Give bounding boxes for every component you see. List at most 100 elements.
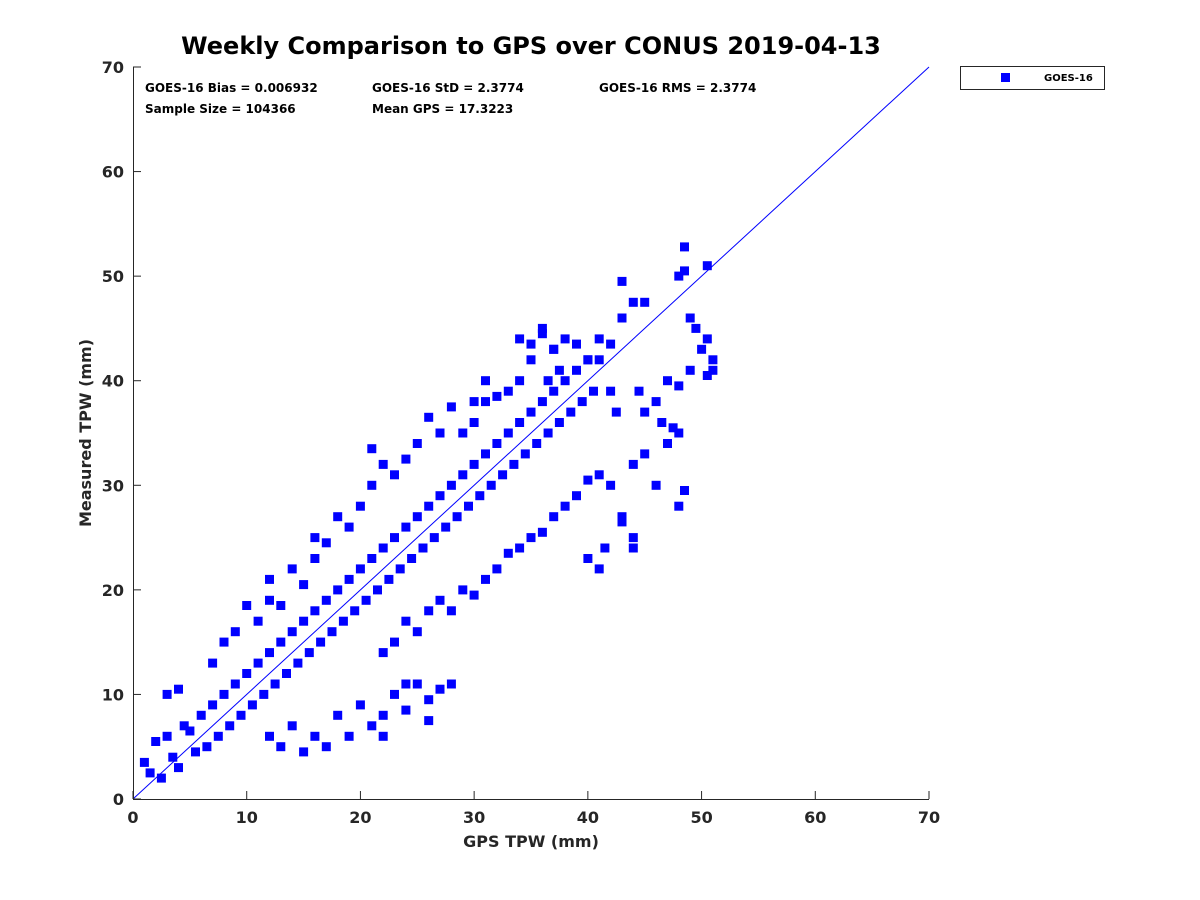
data-point: [401, 454, 411, 464]
data-point: [475, 491, 485, 501]
data-point: [247, 700, 257, 710]
data-point: [702, 371, 712, 380]
x-tick-label: 60: [804, 808, 826, 827]
data-point: [674, 428, 684, 438]
data-point: [299, 747, 309, 757]
data-point: [344, 574, 354, 584]
data-point: [492, 439, 502, 448]
data-point: [378, 710, 388, 720]
data-point: [515, 418, 525, 427]
data-point: [498, 470, 508, 480]
data-point: [401, 522, 411, 532]
data-point: [554, 418, 564, 427]
legend-marker-square-icon: [1001, 73, 1010, 82]
data-point: [378, 731, 388, 741]
data-point: [674, 501, 684, 511]
y-tick-label: 10: [102, 685, 124, 704]
data-point: [253, 616, 263, 626]
data-point: [503, 428, 513, 438]
data-point: [265, 648, 274, 658]
x-tick-label: 20: [349, 808, 371, 827]
data-point: [549, 344, 559, 354]
x-tick-label: 10: [236, 808, 258, 827]
data-point: [265, 731, 274, 741]
data-point: [606, 339, 616, 349]
data-point: [446, 402, 456, 412]
data-point: [606, 386, 616, 396]
data-point: [276, 637, 286, 647]
data-point: [458, 585, 468, 595]
data-point: [549, 512, 559, 522]
legend-label: GOES-16: [1044, 73, 1093, 84]
data-point: [594, 334, 604, 344]
data-point: [583, 355, 593, 365]
data-point: [600, 543, 610, 553]
data-point: [668, 423, 678, 433]
data-point: [390, 637, 399, 647]
data-point: [526, 533, 536, 543]
data-point: [384, 574, 394, 584]
data-point: [208, 658, 218, 668]
data-point: [145, 768, 155, 778]
data-point: [156, 773, 166, 783]
data-point: [583, 554, 593, 563]
data-point: [424, 695, 434, 705]
data-point: [162, 689, 172, 699]
data-point: [634, 386, 644, 396]
data-point: [446, 606, 456, 616]
stat-std: GOES-16 StD = 2.3774: [372, 81, 524, 95]
data-point: [225, 721, 235, 731]
data-point: [282, 669, 291, 678]
data-point: [333, 512, 343, 522]
x-tick-label: 30: [463, 808, 485, 827]
data-point: [572, 365, 581, 375]
data-point: [367, 444, 377, 454]
data-point: [458, 470, 468, 480]
data-point: [424, 412, 434, 422]
data-point: [469, 397, 479, 407]
data-point: [640, 407, 650, 417]
data-point: [674, 381, 684, 391]
data-point: [242, 601, 252, 610]
data-point: [395, 564, 405, 574]
data-point: [537, 329, 547, 339]
data-point: [464, 501, 473, 511]
data-point: [435, 491, 445, 501]
data-point: [310, 533, 320, 543]
data-point: [560, 501, 570, 511]
data-point: [299, 616, 309, 626]
stat-rms: GOES-16 RMS = 2.3774: [599, 81, 756, 95]
x-tick-label: 40: [577, 808, 599, 827]
data-point: [185, 726, 195, 736]
data-point: [560, 334, 570, 344]
x-tick-label: 0: [127, 808, 138, 827]
data-point: [458, 428, 468, 438]
data-point: [628, 297, 638, 307]
data-point: [139, 757, 149, 767]
data-point: [537, 527, 547, 537]
data-point: [355, 564, 365, 574]
data-point: [594, 355, 604, 365]
y-tick-label: 30: [102, 476, 124, 495]
data-point: [685, 365, 695, 375]
data-point: [515, 543, 525, 553]
data-point: [554, 365, 564, 375]
data-point: [412, 439, 422, 448]
data-point: [162, 731, 172, 741]
data-point: [515, 334, 525, 344]
y-ticks: 0 10 20 30 40 50 60 70: [102, 58, 141, 809]
data-point: [367, 721, 377, 731]
data-point: [702, 261, 712, 271]
data-point: [446, 679, 456, 689]
data-point: [594, 564, 604, 574]
data-point: [344, 731, 354, 741]
x-tick-label: 50: [690, 808, 712, 827]
data-point: [429, 533, 439, 543]
data-point: [680, 266, 689, 276]
y-tick-label: 50: [102, 267, 124, 286]
data-point: [219, 637, 229, 647]
data-point: [276, 601, 286, 610]
data-point: [208, 700, 218, 710]
data-point: [537, 397, 547, 407]
